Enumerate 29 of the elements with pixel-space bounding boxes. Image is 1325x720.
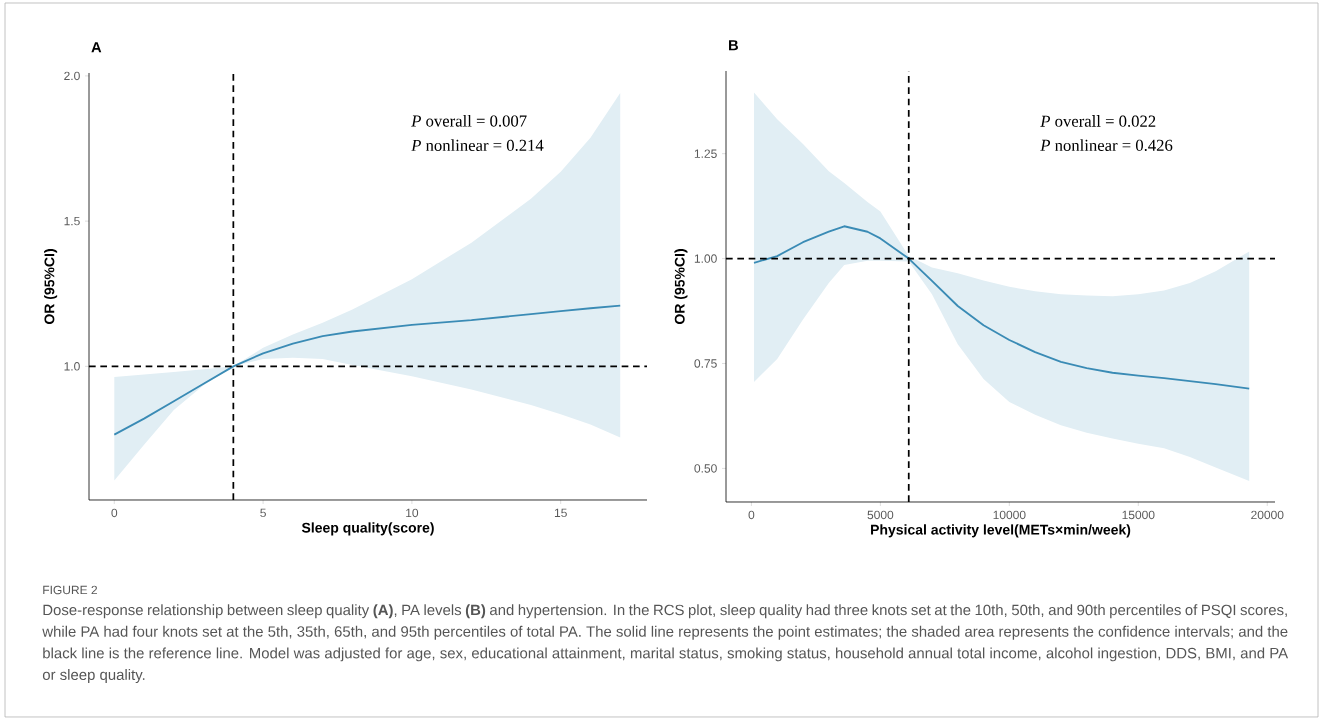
x-tick-label: 0 xyxy=(111,508,118,518)
x-tick-label: 5 xyxy=(260,508,266,518)
y-axis-title: OR (95%CI) xyxy=(44,249,58,325)
text: Dose-response relationship between sleep quality (A), PA levels (B) and hypertension. In the RCS plot, sleep quality had three knots set at the 10th, 50th, and 90th percentiles of PSQI scores, while PA had four knots set at the 5th, 35th, 65th, and 95th percentiles of total PA. The solid line represents the point estimates; the shaded area represents the confidence intervals; and the black line is the reference line. Model was adjusted for age, sex, educational attainment, marital status, smoking status, household annual total income, alcohol ingestion, DDS, BMI, and PA or sleep quality. xyxy=(42,604,1289,683)
x-tick-label: 20000 xyxy=(1251,510,1284,520)
x-tick-label: 15 xyxy=(554,508,567,518)
annotation: P overall = 0.007 xyxy=(411,114,527,127)
chart-title: B xyxy=(729,40,738,51)
y-axis-title: OR (95%CI) xyxy=(674,249,688,325)
annotation: P nonlinear = 0.214 xyxy=(411,139,544,152)
x-tick-label: 10 xyxy=(406,508,419,518)
x-tick-label: 10000 xyxy=(993,510,1026,520)
x-tick-label: 5000 xyxy=(867,510,894,520)
y-tick-label: 1.25 xyxy=(694,149,717,158)
chart-title: A xyxy=(91,42,102,53)
annotation: P nonlinear = 0.426 xyxy=(1040,139,1173,152)
y-tick-label: 1.00 xyxy=(694,254,717,263)
y-tick-label: 1.0 xyxy=(64,362,80,371)
y-tick-label: 1.5 xyxy=(64,216,80,226)
y-tick-label: 0.75 xyxy=(694,359,717,368)
line-series xyxy=(113,304,622,436)
y-tick-label: 0.50 xyxy=(694,464,717,473)
y-tick-label: 2.0 xyxy=(64,71,80,81)
x-tick-label: 15000 xyxy=(1122,510,1155,520)
annotation: P overall = 0.022 xyxy=(1040,115,1156,127)
caption: FIGURE 2 xyxy=(43,585,97,595)
x-axis-title: Sleep quality(score) xyxy=(301,522,434,536)
x-tick-label: 0 xyxy=(748,510,755,520)
x-axis-title: Physical activity level(METs×min/week) xyxy=(871,524,1131,538)
